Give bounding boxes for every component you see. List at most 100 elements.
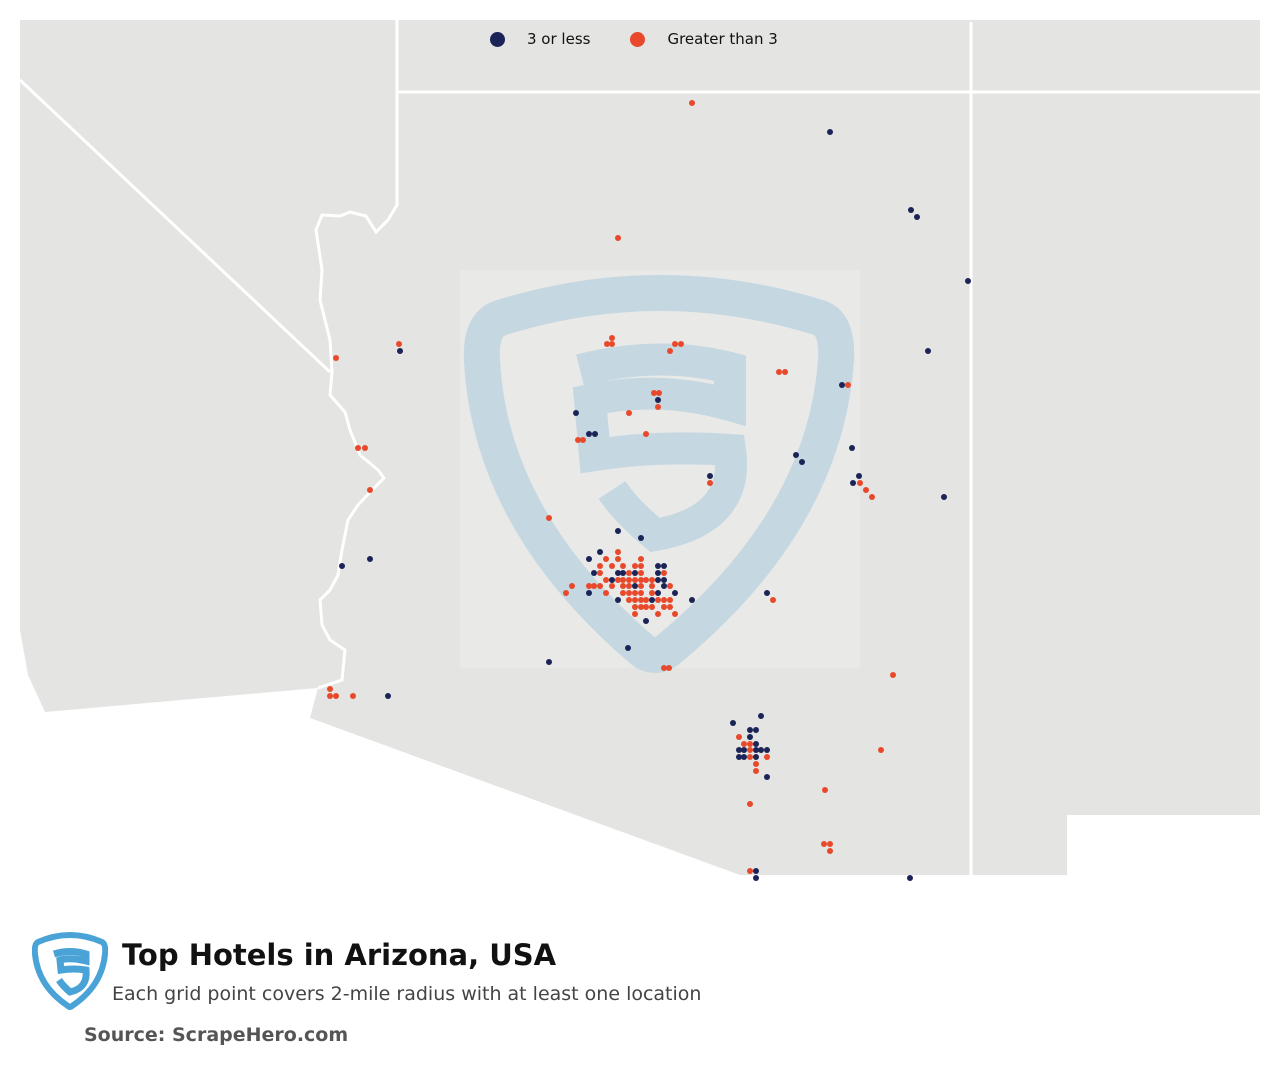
hotel-point-high [643,577,649,583]
hotel-point-high [609,583,615,589]
scrapehero-shield-logo-icon [32,932,108,1010]
hotel-point-high [661,604,667,610]
hotel-point-high [667,348,673,354]
state-borders [18,20,1260,875]
hotel-point-high [615,549,621,555]
hotel-point-low [758,747,764,753]
hotel-point-high [638,583,644,589]
hotel-point-low [655,563,661,569]
hotel-point-high [355,445,361,451]
hotel-point-low [655,577,661,583]
legend-item-high: Greater than 3 [630,30,778,48]
hotel-point-high [667,597,673,603]
hotel-point-high [620,577,626,583]
hotel-point-high [563,590,569,596]
hotel-point-high [638,556,644,562]
hotel-point-low [764,590,770,596]
hotel-point-high [649,583,655,589]
hotel-point-high [333,693,339,699]
hotel-point-high [632,604,638,610]
hotel-point-high [672,611,678,617]
hotel-point-high [655,597,661,603]
hotel-point-high [649,604,655,610]
hotel-point-high [638,590,644,596]
hotel-point-high [656,390,662,396]
hotel-point-low [753,875,759,881]
hotel-point-low [741,747,747,753]
hotel-point-low [632,570,638,576]
nv-ca-border [18,78,332,374]
hotel-point-high [747,868,753,874]
hotel-point-high [597,570,603,576]
hotel-point-high [632,597,638,603]
hotel-point-high [707,480,713,486]
map [18,20,1260,881]
hotel-point-high [845,382,851,388]
hotel-point-high [626,583,632,589]
hotel-point-high [615,235,621,241]
hotel-point-low [908,207,914,213]
hotel-point-high [747,741,753,747]
hotel-point-high [655,611,661,617]
hotel-point-high [396,341,402,347]
hotel-point-high [863,487,869,493]
hotel-point-low [649,597,655,603]
hotel-point-high [632,563,638,569]
legend-item-low: 3 or less [490,30,590,48]
hotel-point-high [333,355,339,361]
hotel-point-high [609,341,615,347]
hotel-point-high [626,590,632,596]
hotel-point-high [753,761,759,767]
hotel-point-low [661,563,667,569]
hotel-point-low [839,382,845,388]
hotel-point-high [661,570,667,576]
hotel-point-high [821,841,827,847]
hotel-point-low [793,452,799,458]
hotel-point-low [597,549,603,555]
hotel-point-low [661,583,667,589]
hotel-point-low [736,754,742,760]
hotel-point-high [689,100,695,106]
hotel-point-high [327,693,333,699]
hotel-point-high [603,556,609,562]
hotel-point-high [857,480,863,486]
hotel-point-low [339,563,345,569]
hotel-point-low [965,278,971,284]
hotel-point-high [626,410,632,416]
hotel-point-high [869,494,875,500]
hotel-point-high [638,563,644,569]
hotel-point-low [592,431,598,437]
hotel-point-low [661,577,667,583]
hotel-point-high [643,604,649,610]
hotel-point-high [747,801,753,807]
hotel-point-low [856,473,862,479]
nv-az-border [314,92,399,690]
hotel-point-low [758,713,764,719]
hotel-point-low [764,774,770,780]
hotel-point-low [615,597,621,603]
hotel-point-low [827,129,833,135]
hotel-point-high [638,570,644,576]
hotel-point-low [586,431,592,437]
hotel-point-high [643,597,649,603]
hotel-point-low [367,556,373,562]
hotel-point-low [747,727,753,733]
hotel-point-high [615,556,621,562]
hotel-point-low [753,741,759,747]
hotel-point-low [799,459,805,465]
hotel-point-low [632,583,638,589]
hotel-point-high [350,693,356,699]
hotel-point-high [747,747,753,753]
hotel-point-high [764,754,770,760]
hotel-point-low [689,597,695,603]
hotel-point-high [878,747,884,753]
hotel-point-high [827,848,833,854]
hotel-point-high [890,672,896,678]
hotel-point-high [620,583,626,589]
legend-dot-low [490,31,505,47]
hotel-point-high [597,563,603,569]
hotel-point-low [914,214,920,220]
hotel-point-low [747,734,753,740]
hotel-point-low [730,720,736,726]
hotel-point-high [822,787,828,793]
